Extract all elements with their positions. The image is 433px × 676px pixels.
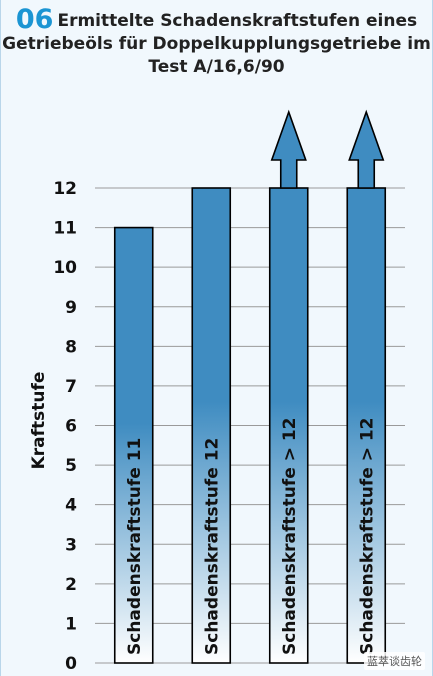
y-tick-label: 9 (65, 298, 77, 318)
y-tick-label: 0 (65, 654, 77, 674)
figure-number: 06 (15, 4, 54, 35)
y-tick-label: 4 (65, 496, 77, 516)
y-tick-label: 2 (65, 575, 77, 595)
y-tick-label: 1 (65, 614, 77, 634)
title-line-2: Getriebeöls für Doppelkupplungsgetriebe … (2, 34, 431, 54)
watermark: 蓝萃谈齿轮 (364, 652, 425, 670)
bar (191, 187, 232, 664)
bar-category-label: Schadenskraftstufe 11 (125, 438, 145, 655)
y-tick-label: 10 (53, 258, 77, 278)
bar (268, 187, 309, 664)
bar-category-label: Schadenskraftstufe > 12 (280, 417, 300, 655)
y-tick-label: 5 (65, 456, 77, 476)
y-tick-label: 11 (53, 219, 77, 239)
overflow-arrow (270, 109, 307, 189)
bar (113, 226, 154, 664)
title-text-1: Ermittelte Schadenskraftstufen eines (57, 11, 418, 31)
bar-category-label: Schadenskraftstufe 12 (202, 438, 222, 655)
y-tick-label: 12 (53, 179, 77, 199)
y-axis-label: Kraftstufe (29, 372, 49, 470)
y-tick-label: 3 (65, 535, 77, 555)
y-tick-label: 6 (65, 417, 77, 437)
overflow-arrow (348, 109, 385, 189)
title-line-1: 06 Ermittelte Schadenskraftstufen eines (0, 6, 433, 33)
y-tick-label: 7 (65, 377, 77, 397)
bar (346, 187, 387, 664)
y-tick-label: 8 (65, 337, 77, 357)
figure-header: 06 Ermittelte Schadenskraftstufen eines G… (0, 6, 433, 79)
title-line-3: Test A/16,6/90 (148, 57, 285, 77)
bar-category-label: Schadenskraftstufe > 12 (357, 417, 377, 655)
